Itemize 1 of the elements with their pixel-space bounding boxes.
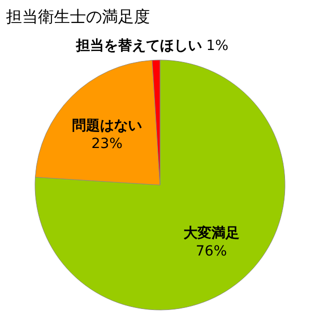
title: 担当衛生士の満足度 bbox=[6, 7, 150, 26]
